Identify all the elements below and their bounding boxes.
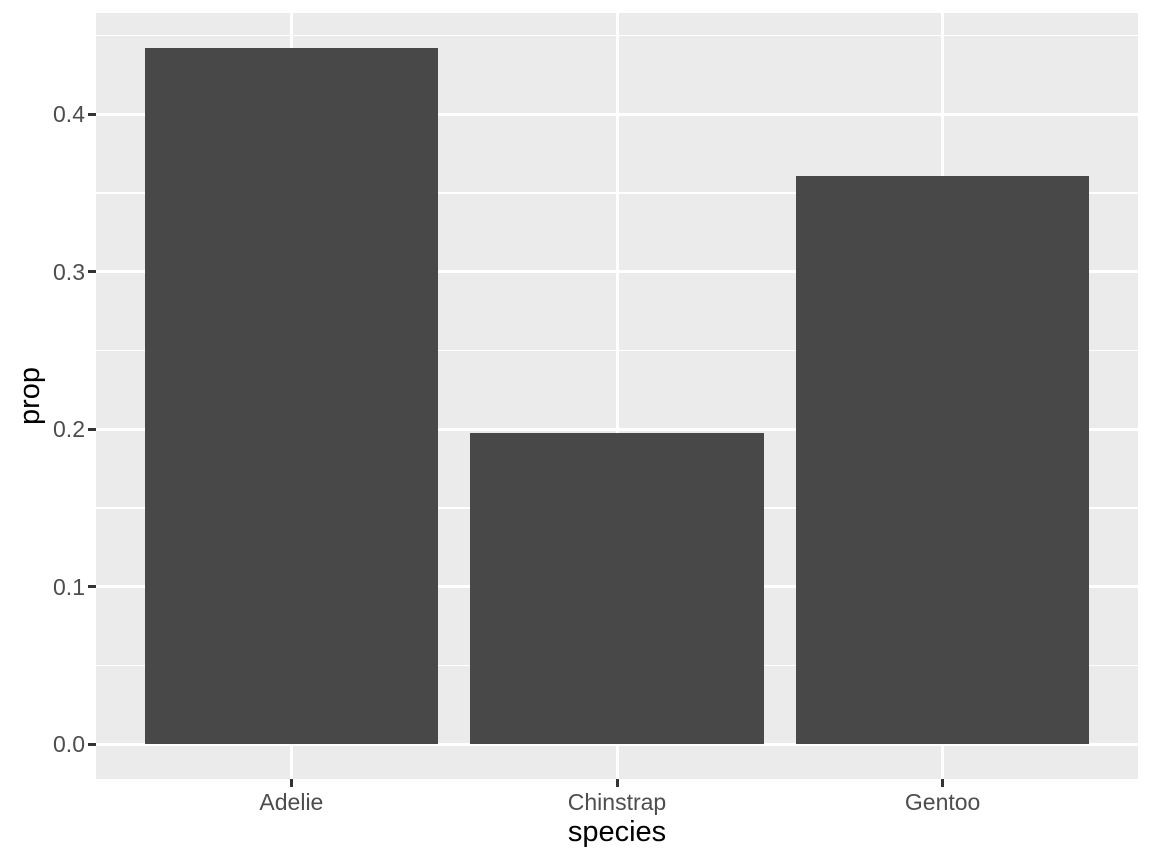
x-tick-mark [289, 779, 293, 787]
plot-panel [96, 13, 1138, 779]
y-tick-mark [88, 427, 96, 431]
x-tick-label: Gentoo [904, 789, 981, 815]
x-axis-title: species [567, 816, 667, 848]
y-tick-mark [88, 112, 96, 116]
y-tick-mark [88, 585, 96, 588]
bar-chinstrap [470, 432, 764, 744]
y-tick-label: 0.4 [53, 101, 85, 127]
y-tick-label: 0.2 [53, 416, 85, 442]
x-major-gridline [615, 13, 619, 779]
bar-adelie [144, 48, 438, 744]
x-tick-label: Adelie [259, 789, 324, 815]
y-tick-mark [88, 270, 96, 273]
x-tick-mark [615, 779, 619, 787]
x-tick-label: Chinstrap [567, 789, 667, 815]
y-tick-label: 0.3 [53, 258, 85, 285]
y-tick-mark [88, 742, 96, 746]
x-tick-mark [941, 779, 945, 787]
y-tick-label: 0.0 [53, 731, 85, 757]
bar-gentoo [796, 176, 1090, 744]
y-tick-label: 0.1 [53, 573, 85, 600]
